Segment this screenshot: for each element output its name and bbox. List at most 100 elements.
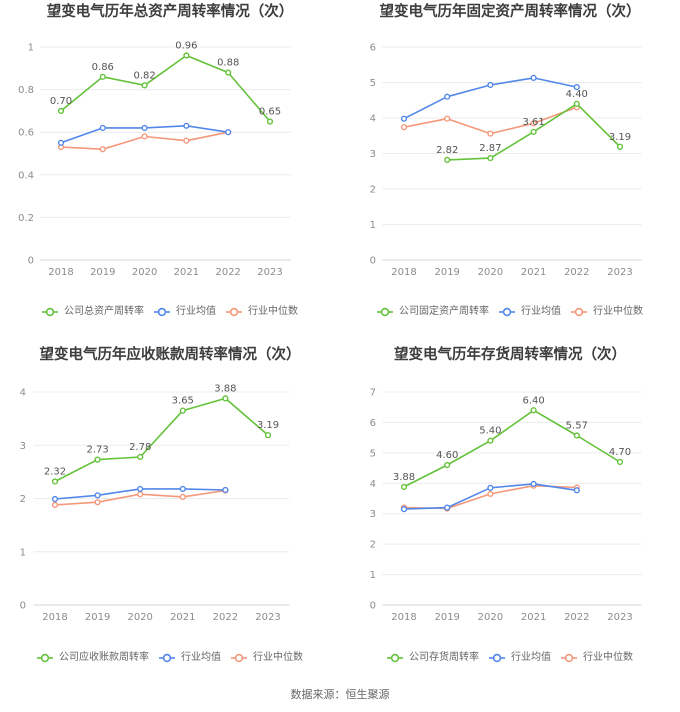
- y-tick-label: 5: [370, 448, 376, 459]
- legend-item-industry-mean[interactable]: 行业均值: [159, 651, 221, 665]
- chart-title: 望变电气历年固定资产周转率情况（次）: [379, 4, 641, 20]
- company-point[interactable]: [573, 432, 580, 439]
- company-data-label: 4.60: [436, 450, 458, 461]
- industry-median-point[interactable]: [179, 493, 186, 501]
- x-tick-label: 2018: [391, 612, 416, 623]
- company-point[interactable]: [444, 156, 451, 163]
- company-point[interactable]: [264, 432, 272, 439]
- company-point[interactable]: [225, 69, 232, 76]
- x-tick-label: 2020: [127, 612, 152, 623]
- industry-mean-point[interactable]: [530, 74, 537, 81]
- legend-item-industry-median[interactable]: 行业中位数: [226, 305, 298, 319]
- legend-item-industry-median[interactable]: 行业中位数: [561, 651, 633, 665]
- company-point[interactable]: [51, 478, 59, 485]
- industry-median-point[interactable]: [94, 499, 101, 506]
- industry-median-point[interactable]: [487, 490, 494, 498]
- company-point[interactable]: [57, 107, 65, 115]
- company-line: [403, 409, 621, 488]
- industry-mean-series: [51, 485, 229, 503]
- industry-mean-point[interactable]: [530, 480, 537, 487]
- company-data-label: 3.88: [393, 472, 415, 483]
- legend-item-industry-median[interactable]: 行业中位数: [231, 651, 303, 665]
- industry-mean-point[interactable]: [444, 504, 451, 511]
- industry-mean-point[interactable]: [94, 492, 101, 499]
- industry-mean-point[interactable]: [57, 139, 65, 146]
- company-point[interactable]: [616, 143, 624, 150]
- legend-line-marker-icon: [37, 653, 53, 663]
- company-data-label: 5.40: [479, 426, 501, 437]
- company-point[interactable]: [222, 395, 229, 402]
- legend-item-industry-median[interactable]: 行业中位数: [571, 305, 643, 319]
- industry-median-point[interactable]: [183, 137, 190, 144]
- industry-mean-point[interactable]: [400, 506, 408, 513]
- legend-item-industry-mean[interactable]: 行业均值: [154, 305, 216, 319]
- industry-mean-point[interactable]: [51, 495, 59, 503]
- x-tick-label: 2023: [607, 267, 632, 278]
- company-point[interactable]: [94, 456, 101, 463]
- industry-mean-point[interactable]: [225, 129, 232, 136]
- x-tick-label: 2020: [478, 267, 503, 278]
- legend-item-company[interactable]: 公司应收账款周转率: [37, 651, 149, 665]
- y-tick-label: 0.8: [18, 85, 34, 96]
- y-tick-label: 0: [370, 601, 376, 612]
- chart-title: 望变电气历年存货周转率情况（次）: [394, 347, 626, 363]
- industry-mean-point[interactable]: [99, 124, 106, 132]
- company-point[interactable]: [573, 100, 580, 107]
- industry-mean-point[interactable]: [400, 115, 408, 122]
- legend-label: 行业均值: [181, 652, 221, 663]
- legend-line-marker-icon: [571, 307, 587, 317]
- y-tick-label: 1: [20, 547, 26, 558]
- legend-line-marker-icon: [387, 653, 403, 663]
- company-data-label: 0.86: [92, 62, 114, 73]
- fixed-asset-turnover-chart: 望变电气历年固定资产周转率情况（次） 0 1 2 3 4 5 6 2018 2019 2020 202…: [340, 0, 680, 345]
- company-series: 2.82 2.87 3.61 4.40 3.19: [436, 89, 631, 163]
- industry-mean-point[interactable]: [573, 84, 580, 91]
- company-point[interactable]: [487, 155, 494, 162]
- company-point[interactable]: [530, 128, 537, 135]
- legend-item-industry-mean[interactable]: 行业均值: [489, 651, 551, 665]
- y-tick-label: 4: [370, 114, 376, 125]
- legend: 公司总资产周转率 行业均值 行业中位数: [0, 305, 340, 319]
- company-point[interactable]: [487, 437, 494, 444]
- company-data-label: 6.40: [522, 395, 544, 406]
- x-tick-label: 2018: [48, 267, 73, 278]
- company-point[interactable]: [179, 407, 186, 414]
- industry-mean-point[interactable]: [487, 484, 494, 491]
- industry-mean-point[interactable]: [141, 124, 148, 132]
- company-point[interactable]: [266, 118, 274, 125]
- industry-mean-point[interactable]: [179, 485, 186, 493]
- x-tick-label: 2022: [215, 267, 240, 278]
- industry-median-point[interactable]: [530, 120, 537, 127]
- legend-item-company[interactable]: 公司总资产周转率: [42, 305, 144, 319]
- industry-mean-point[interactable]: [487, 81, 494, 89]
- industry-mean-point[interactable]: [222, 486, 229, 494]
- y-tick-label: 4: [370, 479, 376, 490]
- legend-item-industry-mean[interactable]: 行业均值: [499, 305, 561, 319]
- company-point[interactable]: [141, 82, 148, 89]
- legend-item-company[interactable]: 公司存货周转率: [387, 651, 479, 665]
- legend-item-company[interactable]: 公司固定资产周转率: [377, 305, 489, 319]
- x-tick-label: 2022: [213, 612, 238, 623]
- company-point[interactable]: [530, 407, 537, 414]
- industry-mean-point[interactable]: [183, 122, 190, 129]
- company-point[interactable]: [616, 458, 624, 466]
- company-point[interactable]: [444, 461, 451, 469]
- industry-median-point[interactable]: [400, 124, 408, 131]
- company-point[interactable]: [137, 453, 144, 461]
- company-point[interactable]: [99, 73, 106, 80]
- company-data-label: 0.96: [175, 41, 197, 52]
- industry-median-point[interactable]: [137, 491, 144, 498]
- industry-mean-point[interactable]: [137, 485, 144, 493]
- industry-mean-point[interactable]: [444, 93, 451, 100]
- company-point[interactable]: [400, 483, 408, 491]
- industry-mean-point[interactable]: [573, 487, 580, 494]
- company-point[interactable]: [183, 52, 190, 59]
- industry-median-point[interactable]: [51, 501, 59, 508]
- company-data-label: 0.82: [133, 70, 155, 81]
- industry-median-point[interactable]: [444, 115, 451, 122]
- industry-median-point[interactable]: [141, 133, 148, 140]
- industry-median-point[interactable]: [99, 146, 106, 153]
- y-tick-label: 0: [20, 601, 26, 612]
- industry-median-point[interactable]: [487, 130, 494, 137]
- legend-line-marker-icon: [159, 653, 175, 663]
